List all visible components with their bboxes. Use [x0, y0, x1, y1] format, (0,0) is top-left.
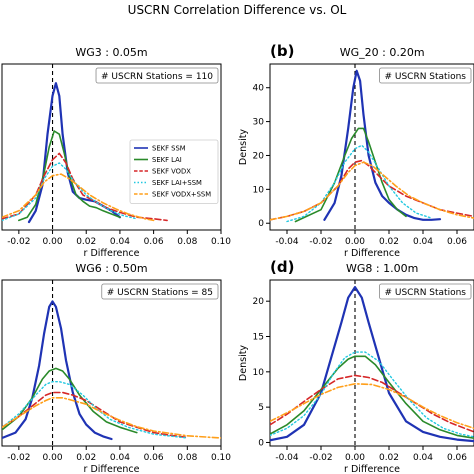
panel-title: WG3 : 0.05m — [75, 46, 147, 59]
x-axis-label: r Difference — [344, 248, 400, 259]
x-tick-label: -0.04 — [275, 237, 299, 247]
x-tick-label: 0.10 — [211, 237, 231, 247]
x-tick-label: 0.04 — [110, 453, 130, 463]
panel-title: WG_20 : 0.20m — [340, 46, 425, 59]
series-line-sekf-lai-ssm — [286, 144, 433, 223]
series-line-sekf-vodx — [270, 374, 474, 433]
y-tick-label: 40 — [253, 84, 265, 94]
series-line-sekf-lai — [2, 367, 138, 434]
series-line-sekf-lai-ssm — [2, 162, 138, 222]
series-line-sekf-lai-ssm — [2, 381, 188, 439]
chart-panel-1: -0.02 0.00 0.02 0.04 0.06 0.08 0.10 r Differenc… — [1, 46, 231, 259]
x-axis-label: r Difference — [344, 464, 400, 474]
y-tick-label: 10 — [253, 368, 265, 378]
x-tick-label: 0.02 — [76, 453, 96, 463]
x-tick-label: 0.06 — [144, 453, 164, 463]
x-tick-label: 0.06 — [447, 237, 467, 247]
series-line-sekf-ssm — [27, 82, 121, 224]
series-line-sekf-ssm — [270, 286, 474, 443]
plot-frame — [1, 63, 222, 231]
legend-label: SEKF VODX+SSM — [152, 191, 211, 199]
series-line-sekf-lai — [270, 355, 474, 439]
x-tick-label: 0.04 — [110, 237, 130, 247]
chart-panel-2: -0.04 -0.02 0.00 0.02 0.04 0.06 0 10 20 30 40 r Dif… — [238, 42, 474, 259]
station-count-text: # USCRN Stations — [384, 72, 466, 82]
y-tick-label: 5 — [258, 403, 264, 413]
chart-panel-3: -0.02 0.00 0.02 0.04 0.06 0.08 0.10 r Differenc… — [1, 262, 231, 474]
panel-letter: (d) — [270, 258, 294, 276]
legend-label: SEKF LAI — [152, 156, 182, 164]
panel-title: WG6 : 0.50m — [75, 262, 147, 275]
legend-label: SEKF SSM — [152, 145, 186, 153]
y-tick-label: 30 — [253, 118, 265, 128]
series-line-sekf-vodx-ssm — [270, 161, 474, 221]
y-axis-label: Density — [238, 345, 249, 381]
x-tick-label: -0.02 — [7, 237, 30, 247]
x-tick-label: 0.00 — [345, 453, 365, 463]
x-tick-label: 0.06 — [447, 453, 467, 463]
y-tick-label: 0 — [258, 219, 264, 229]
x-tick-label: 0.00 — [43, 237, 63, 247]
legend-box — [129, 139, 219, 204]
x-axis-label: r Difference — [84, 464, 140, 474]
x-tick-label: 0.04 — [413, 237, 433, 247]
y-tick-label: 20 — [253, 151, 265, 161]
x-axis-label: r Difference — [84, 248, 140, 259]
x-tick-label: 0.00 — [345, 237, 365, 247]
series-line-sekf-ssm — [2, 300, 113, 441]
x-tick-label: 0.00 — [43, 453, 63, 463]
plot-frame — [1, 279, 222, 447]
annotation-box — [379, 283, 472, 300]
figure-title: USCRN Correlation Difference vs. OL — [128, 3, 347, 17]
legend-label: SEKF LAI+SSM — [152, 179, 202, 187]
x-tick-label: -0.04 — [275, 453, 299, 463]
station-count-text: # USCRN Stations — [384, 288, 466, 298]
station-count-text: # USCRN Stations = 85 — [107, 288, 213, 298]
y-tick-label: 20 — [253, 297, 265, 307]
station-count-annotation: # USCRN Stations = 110 — [95, 67, 219, 84]
series-line-sekf-vodx-ssm — [2, 173, 155, 222]
annotation-box — [379, 67, 472, 84]
station-count-annotation: # USCRN Stations = 85 — [101, 283, 219, 300]
series-line-sekf-ssm — [323, 69, 442, 221]
x-tick-label: -0.02 — [309, 237, 332, 247]
x-tick-label: -0.02 — [7, 453, 30, 463]
x-tick-label: 0.08 — [177, 453, 197, 463]
x-tick-label: 0.02 — [379, 237, 399, 247]
station-count-annotation: # USCRN Stations — [379, 67, 472, 84]
series-line-sekf-vodx-ssm — [2, 397, 221, 439]
y-tick-label: 0 — [258, 438, 264, 448]
x-tick-label: 0.04 — [413, 453, 433, 463]
legend: SEKF SSM SEKF LAI SEKF VODX SEKF LAI+SSM SEK… — [129, 139, 219, 204]
legend-label: SEKF VODX — [152, 168, 191, 176]
annotation-box — [95, 67, 219, 84]
panel-letter: (b) — [270, 42, 294, 60]
series-line-sekf-lai-ssm — [270, 351, 474, 438]
x-tick-label: 0.10 — [211, 453, 231, 463]
chart-panel-4: -0.04 -0.02 0.00 0.02 0.04 0.06 0 5 10 15 20 r Diff… — [238, 258, 474, 474]
x-tick-label: 0.08 — [177, 237, 197, 247]
station-count-annotation: # USCRN Stations — [379, 283, 472, 300]
y-axis-label: Density — [238, 129, 249, 165]
annotation-box — [101, 283, 219, 300]
x-tick-label: -0.02 — [309, 453, 332, 463]
plot-frame — [269, 279, 474, 447]
y-tick-label: 15 — [253, 333, 264, 343]
series-line-sekf-vodx — [2, 391, 189, 439]
x-tick-label: 0.02 — [379, 453, 399, 463]
series-line-sekf-vodx-ssm — [270, 383, 474, 430]
y-tick-label: 10 — [253, 185, 265, 195]
plot-frame — [269, 63, 474, 231]
x-tick-label: 0.02 — [76, 237, 96, 247]
x-tick-label: 0.06 — [144, 237, 164, 247]
station-count-text: # USCRN Stations = 110 — [101, 72, 213, 82]
panel-title: WG8 : 1.00m — [346, 262, 418, 275]
